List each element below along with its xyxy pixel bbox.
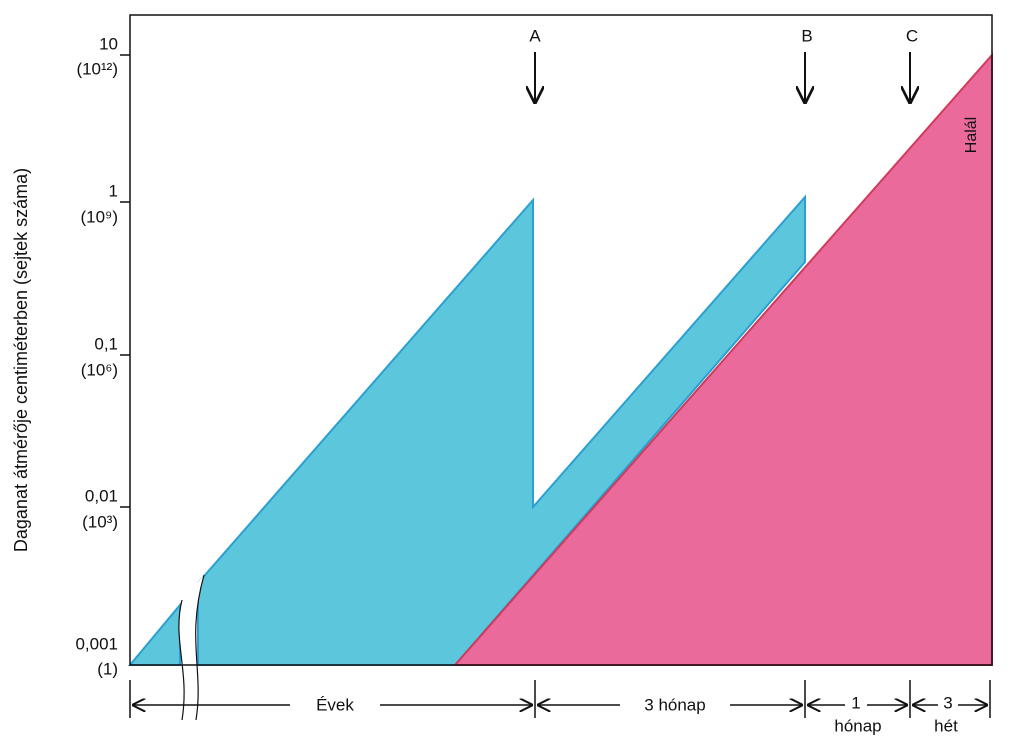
marker-label: C (906, 26, 918, 45)
tick-cells: (1) (97, 659, 118, 678)
interval-label: Évek (316, 695, 354, 714)
tick-diameter: 10 (99, 34, 118, 53)
marker-arrows (535, 52, 910, 104)
marker-label: B (801, 26, 812, 45)
tick-diameter: 0,001 (75, 634, 118, 653)
tick-diameter: 0,01 (85, 486, 118, 505)
interval-sublabel: hét (934, 716, 958, 735)
tick-diameter: 0,1 (94, 334, 118, 353)
marker-label: A (529, 26, 541, 45)
interval-label: 1 (851, 693, 860, 712)
interval-label: 3 hónap (644, 695, 705, 714)
tick-cells: (10⁶) (81, 360, 118, 379)
tick-diameter: 1 (109, 181, 118, 200)
y-tick-labels: 10 (10¹²) 1 (10⁹) 0,1 (10⁶) 0,01 (10³) 0… (75, 34, 118, 678)
tumor-area-untreated (452, 52, 993, 666)
interval-label: 3 (943, 693, 952, 712)
death-label: Halál (963, 117, 980, 153)
tick-cells: (10⁹) (80, 207, 118, 226)
tick-cells: (10¹²) (76, 59, 118, 78)
y-axis-label: Daganat átmérője centiméterben (sejtek s… (11, 168, 31, 552)
plot-frame (129, 14, 993, 666)
tick-cells: (10³) (82, 512, 118, 531)
interval-sublabel: hónap (834, 716, 881, 735)
interval-label-backgrounds (290, 694, 958, 716)
tumor-area-early (127, 602, 181, 666)
y-ticks (120, 54, 130, 508)
interval-bounds (129, 680, 991, 718)
